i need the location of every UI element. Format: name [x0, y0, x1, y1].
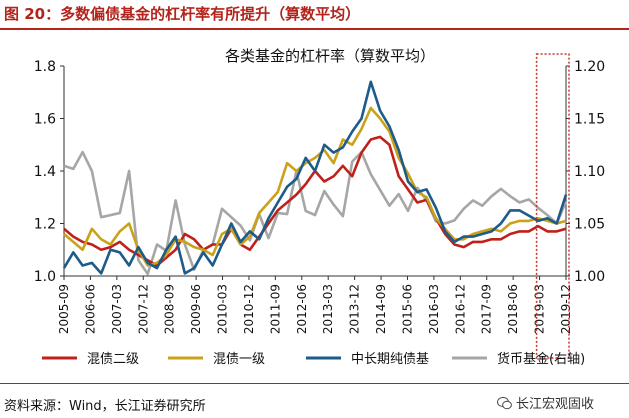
watermark: 长江宏观固收: [497, 393, 594, 412]
x-tick-label: 2019-03: [533, 284, 547, 334]
x-tick-label: 2009-06: [189, 284, 203, 334]
y2-tick-label: 1.15: [574, 112, 605, 128]
x-tick-label: 2017-09: [480, 284, 494, 334]
x-tick-label: 2011-09: [268, 284, 282, 334]
x-tick-label: 2015-06: [400, 284, 414, 334]
x-tick-label: 2010-12: [242, 284, 256, 334]
x-tick-label: 2007-03: [110, 284, 124, 334]
x-tick-label: 2016-03: [427, 284, 441, 334]
legend: 混债二级 混债一级 中长期纯债基 货币基金(右轴): [42, 351, 585, 367]
x-tick-label: 2013-03: [321, 284, 335, 334]
x-tick-label: 2013-12: [348, 284, 362, 334]
legend-label: 混债一级: [213, 352, 265, 367]
y-tick-label: 1.8: [34, 59, 56, 75]
legend-label: 混债二级: [87, 352, 139, 367]
figure-title: 图 20：多数偏债基金的杠杆率有所提升（算数平均）: [4, 5, 361, 23]
source-note: 资料来源：Wind，长江证券研究所: [4, 399, 206, 414]
x-tick-label: 2014-09: [374, 284, 388, 334]
x-tick-label: 2016-12: [453, 284, 467, 334]
x-tick-label: 2005-09: [57, 284, 71, 334]
y2-tick-label: 1.20: [574, 59, 605, 75]
y-tick-label: 1.2: [34, 217, 56, 233]
y-tick-label: 1.6: [34, 112, 56, 128]
legend-label: 中长期纯债基: [351, 352, 429, 367]
x-tick-label: 2018-06: [506, 284, 520, 334]
footer-rule: [0, 383, 629, 384]
x-tick-label: 2006-06: [83, 284, 97, 334]
legend-label: 货币基金(右轴): [497, 351, 585, 367]
y-tick-label: 1.0: [34, 269, 56, 285]
wechat-icon: [497, 396, 512, 409]
y2-tick-label: 1.10: [574, 164, 605, 180]
series-line: [63, 150, 568, 276]
y2-tick-label: 1.05: [574, 217, 605, 233]
legend-item: 混债二级: [42, 352, 139, 367]
y2-tick-label: 1.00: [574, 269, 605, 285]
legend-item: 中长期纯债基: [306, 352, 429, 367]
x-tick-label: 2008-09: [163, 284, 177, 334]
x-tick-label: 2019-12: [559, 284, 573, 334]
chart-title: 各类基金的杠杆率（算数平均）: [225, 47, 435, 65]
x-tick-label: 2012-06: [295, 284, 309, 334]
x-tick-label: 2007-12: [136, 284, 150, 334]
x-tick-label: 2010-03: [216, 284, 230, 334]
axes: 1.0 1.2 1.4 1.6 1.8 1.00 1.05 1.10 1.15 1.20 2005-…: [34, 59, 605, 334]
legend-item: 货币基金(右轴): [452, 351, 585, 367]
legend-item: 混债一级: [168, 352, 265, 367]
series-line: [62, 80, 568, 275]
series-line: [63, 106, 567, 267]
title-rule: [0, 28, 629, 30]
highlight-box: [535, 53, 570, 359]
line-chart: 各类基金的杠杆率（算数平均） 1.01.21.41.61.81.001.051.…: [34, 47, 605, 367]
y-tick-label: 1.4: [34, 164, 56, 180]
series-lines: [62, 53, 570, 359]
watermark-text: 长江宏观固收: [516, 397, 595, 412]
